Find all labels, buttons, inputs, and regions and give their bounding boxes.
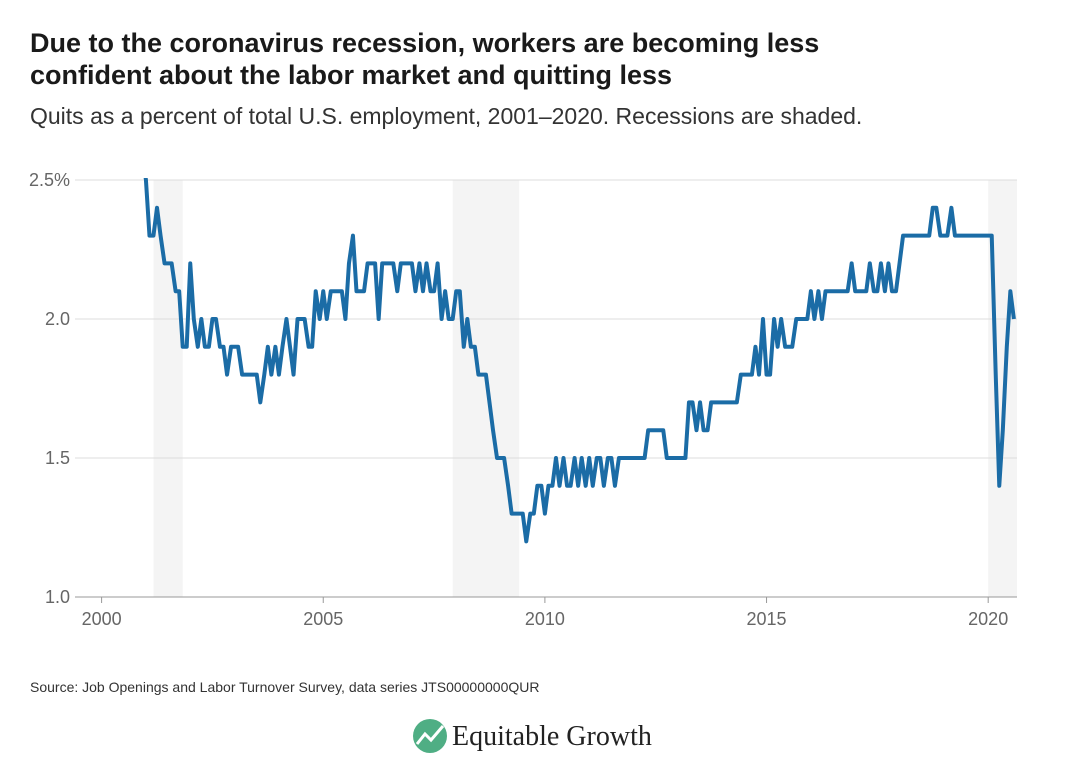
chart-title: confident about the labor market and qui… [30,60,672,90]
logo-text: Equitable Growth [452,721,652,752]
data-line [143,178,1016,544]
chart-title: Due to the coronavirus recession, worker… [30,28,819,58]
recession-shade [153,180,183,597]
source-note: Source: Job Openings and Labor Turnover … [30,679,539,695]
y-tick-label: 2.0 [45,309,70,329]
y-tick-label: 1.5 [45,448,70,468]
y-tick-label: 2.5% [29,170,70,190]
x-tick-label: 2000 [82,609,122,629]
x-tick-label: 2010 [525,609,565,629]
x-tick-label: 2005 [303,609,343,629]
x-tick-label: 2015 [747,609,787,629]
x-tick-label: 2020 [968,609,1008,629]
y-tick-label: 1.0 [45,587,70,607]
chart-subtitle: Quits as a percent of total U.S. employm… [30,103,862,129]
logo-icon [413,719,447,753]
